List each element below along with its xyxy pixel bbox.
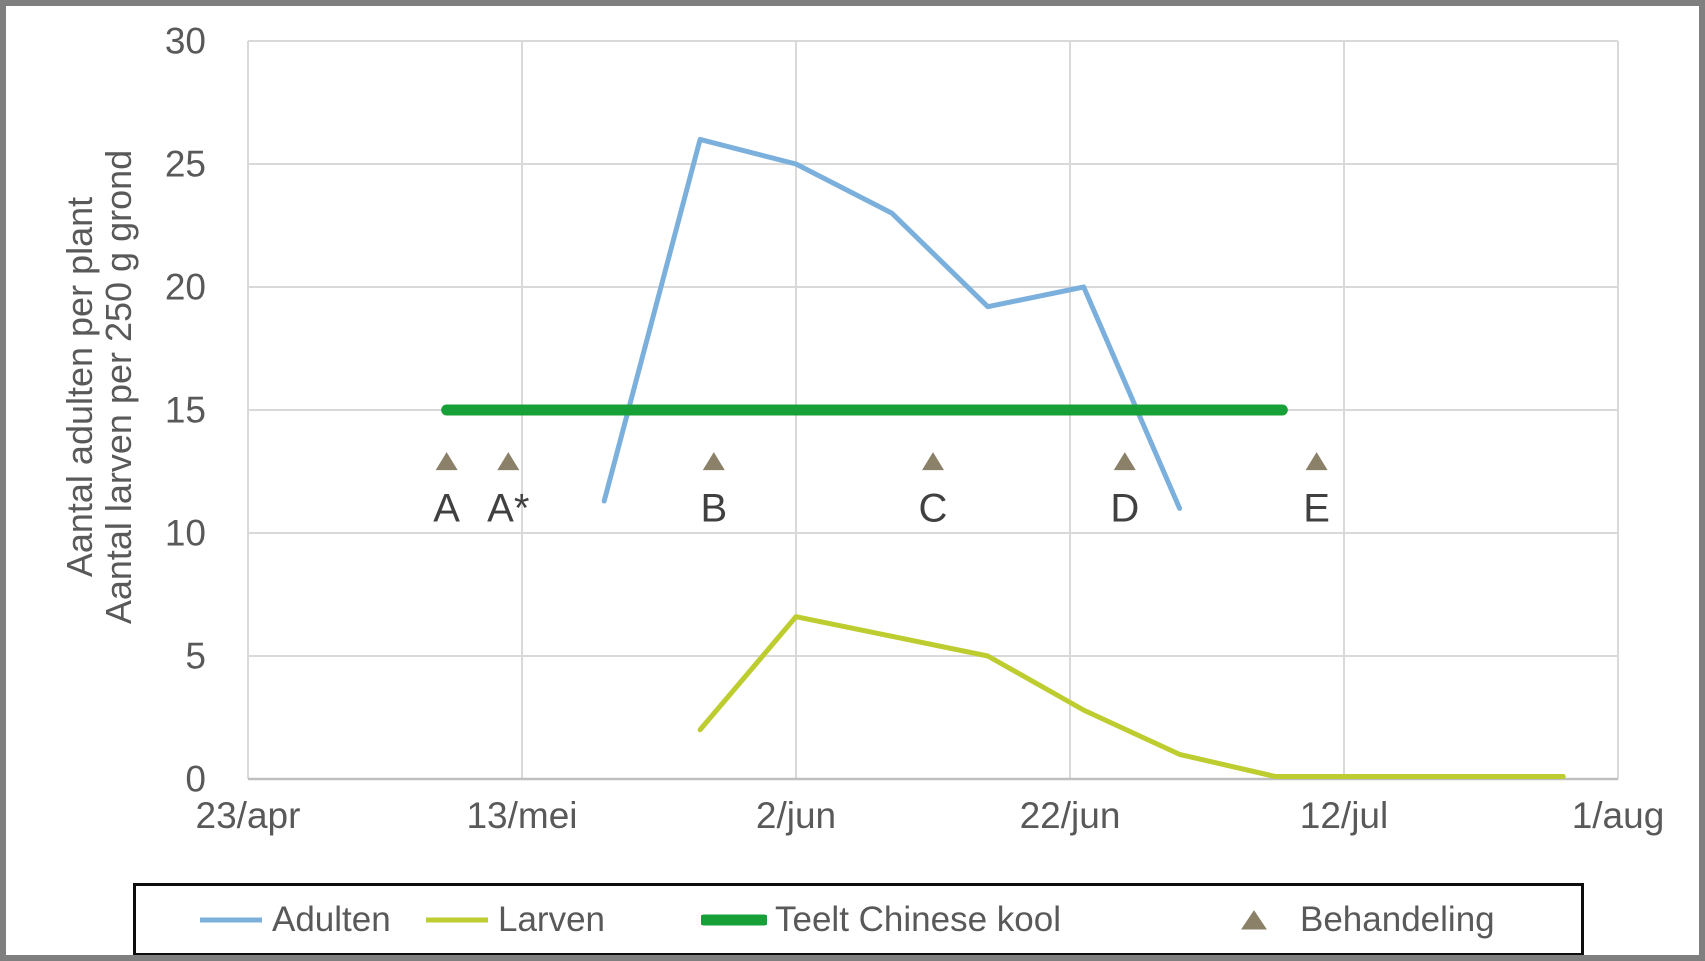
treatment-triangle-icon: [1113, 452, 1136, 471]
treatment-label: A: [433, 486, 460, 530]
series-line-larven: [697, 614, 1566, 780]
y-tick-label: 0: [185, 759, 206, 800]
y-axis-title-line2: Aantal larven per 250 g grond: [98, 149, 139, 625]
y-tick-label: 20: [165, 267, 206, 308]
legend-label-teelt: Teelt Chinese kool: [775, 899, 1061, 939]
treatment-triangle-icon: [702, 452, 725, 471]
x-tick-label: 1/aug: [1572, 795, 1665, 836]
x-tick-label: 23/apr: [196, 795, 301, 836]
legend-item-behandeling: Behandeling: [1240, 886, 1495, 953]
adulten-line-swatch: [200, 917, 262, 922]
plot-area: 0 5 10 15 20 25 30 23/apr 13/mei 2/jun 22/jun 12/ju…: [165, 21, 1665, 837]
treatment-label: E: [1303, 486, 1330, 530]
treatment-triangle-icon: [922, 452, 944, 471]
legend-label-adulten: Adulten: [272, 899, 391, 939]
y-tick-label: 15: [165, 390, 206, 431]
legend: Adulten Larven Teelt Chinese kool Behand…: [133, 883, 1584, 955]
y-tick-label: 5: [185, 636, 206, 677]
y-axis-title-line1: Aantal adulten per plant: [59, 196, 100, 578]
x-tick-label: 2/jun: [756, 795, 836, 836]
treatment-triangle-icon: [1305, 452, 1328, 471]
teelt-line-swatch: [701, 914, 767, 925]
x-tick-label: 13/mei: [466, 795, 577, 836]
treatment-label: D: [1110, 486, 1139, 530]
treatment-label: B: [700, 486, 727, 530]
treatment-triangle-icon: [497, 452, 520, 471]
series-line-adulten: [601, 136, 1183, 511]
y-tick-label: 10: [165, 513, 206, 554]
y-tick-label: 25: [165, 144, 206, 185]
x-tick-label: 12/jul: [1300, 795, 1388, 836]
x-tick-label: 22/jun: [1020, 795, 1121, 836]
legend-item-larven: Larven: [424, 886, 605, 953]
treatment-triangle-icon: [435, 452, 458, 471]
treatment-label: A*: [487, 486, 529, 530]
larven-line-swatch: [426, 917, 488, 922]
treatment-label: C: [919, 486, 948, 530]
legend-item-teelt: Teelt Chinese kool: [701, 886, 1061, 953]
y-tick-label: 30: [165, 21, 206, 62]
y-axis-title: Aantal adulten per plant Aantal larven p…: [59, 102, 139, 672]
behandeling-triangle-swatch: [1241, 909, 1267, 929]
legend-label-larven: Larven: [498, 899, 606, 939]
legend-item-adulten: Adulten: [198, 886, 391, 953]
legend-label-behandeling: Behandeling: [1300, 899, 1495, 939]
